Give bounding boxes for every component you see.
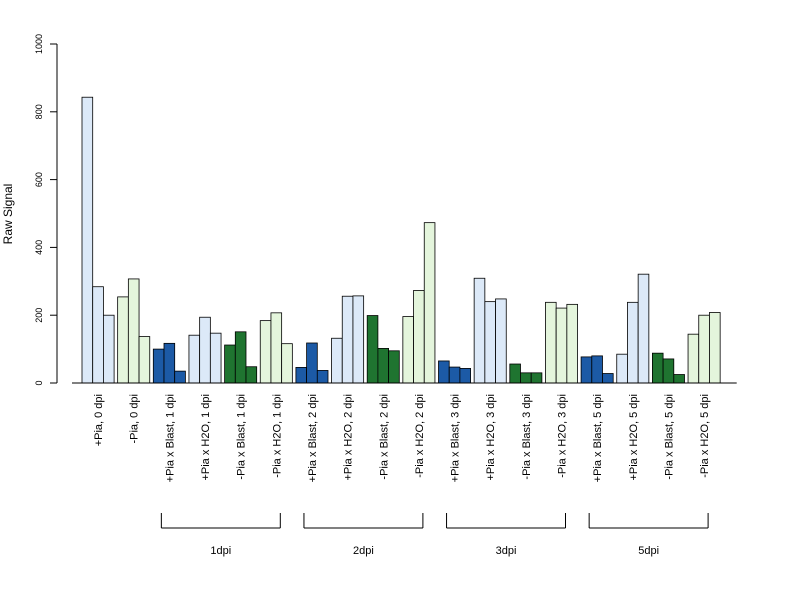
bar xyxy=(423,222,436,384)
bar xyxy=(459,368,471,384)
bar xyxy=(92,286,104,384)
bar xyxy=(306,342,318,384)
bar xyxy=(224,344,236,384)
bar xyxy=(152,348,165,384)
bar xyxy=(495,298,507,384)
bar xyxy=(637,273,650,384)
y-tick-label: 200 xyxy=(34,308,44,323)
x-tick-label: -Pia, 0 dpi xyxy=(129,394,141,444)
bar xyxy=(352,295,365,384)
x-tick-label: +Pia x Blast, 1 dpi xyxy=(164,394,176,482)
bar xyxy=(331,337,343,384)
group-brackets: 1dpi 2dpi 3dpi 5dpi xyxy=(160,513,709,557)
bar xyxy=(388,350,400,384)
x-tick-label: +Pia, 0 dpi xyxy=(93,394,105,446)
bar xyxy=(117,296,129,384)
x-tick-label: +Pia x Blast, 5 dpi xyxy=(592,394,604,482)
bar xyxy=(566,303,578,384)
bar xyxy=(103,314,115,384)
x-tick-label: +Pia x Blast, 2 dpi xyxy=(307,394,319,482)
y-tick-label: 600 xyxy=(34,172,44,187)
bar xyxy=(616,353,628,384)
bar xyxy=(199,316,211,384)
bars xyxy=(81,96,721,384)
bar xyxy=(234,331,247,384)
bar xyxy=(402,316,414,384)
bar xyxy=(530,372,543,384)
y-axis: 0 200 400 600 800 1000 xyxy=(34,34,58,386)
x-axis: +Pia, 0 dpi -Pia, 0 dpi +Pia x Blast, 1 dp… xyxy=(72,382,737,482)
bar xyxy=(413,290,425,384)
bar xyxy=(580,356,593,384)
bar xyxy=(316,370,329,384)
bar xyxy=(652,352,664,384)
bar xyxy=(673,374,685,384)
x-tick-label: +Pia x Blast, 3 dpi xyxy=(450,394,462,482)
bar xyxy=(163,342,176,384)
bar xyxy=(627,301,639,384)
bar xyxy=(473,277,486,384)
x-tick-label: -Pia x H2O, 5 dpi xyxy=(699,394,711,478)
bar xyxy=(341,295,354,384)
x-tick-label: +Pia x H2O, 2 dpi xyxy=(343,394,355,481)
bar xyxy=(448,366,461,384)
bar xyxy=(545,301,557,384)
x-tick-label: -Pia x H2O, 3 dpi xyxy=(557,394,569,478)
bar xyxy=(438,360,450,384)
y-axis-label: Raw Signal xyxy=(1,184,15,245)
y-tick-label: 0 xyxy=(34,380,44,385)
bar xyxy=(709,312,721,384)
bar xyxy=(209,332,222,384)
bar xyxy=(245,366,258,384)
bar xyxy=(687,333,700,384)
bar xyxy=(509,363,521,384)
bar xyxy=(698,314,710,384)
bar xyxy=(591,355,603,384)
bar xyxy=(484,301,496,384)
bar xyxy=(602,373,614,384)
group-label: 2dpi xyxy=(353,545,374,557)
bar xyxy=(138,336,151,384)
x-tick-label: -Pia x Blast, 2 dpi xyxy=(378,394,390,480)
x-tick-label: -Pia x Blast, 3 dpi xyxy=(521,394,533,480)
group-label: 5dpi xyxy=(638,545,659,557)
bar xyxy=(520,372,532,384)
bar xyxy=(555,307,568,384)
group-label: 1dpi xyxy=(210,545,231,557)
x-tick-label: -Pia x H2O, 1 dpi xyxy=(271,394,283,478)
bar xyxy=(377,348,389,384)
y-tick-label: 1000 xyxy=(34,34,44,54)
x-tick-label: -Pia x H2O, 2 dpi xyxy=(414,394,426,478)
x-tick-label: +Pia x H2O, 3 dpi xyxy=(485,394,497,481)
x-tick-label: +Pia x H2O, 5 dpi xyxy=(628,394,640,481)
bar xyxy=(259,320,272,384)
bar xyxy=(270,312,283,384)
x-tick-label: -Pia x Blast, 5 dpi xyxy=(663,394,675,480)
x-tick-label: +Pia x H2O, 1 dpi xyxy=(200,394,212,481)
bar xyxy=(127,278,140,384)
bar xyxy=(81,96,94,384)
bar xyxy=(295,367,307,384)
bar xyxy=(188,334,201,384)
bar xyxy=(366,315,379,384)
bar xyxy=(174,370,186,384)
y-tick-label: 400 xyxy=(34,240,44,255)
group-label: 3dpi xyxy=(496,545,517,557)
bar xyxy=(281,343,293,384)
y-tick-label: 800 xyxy=(34,104,44,119)
bar xyxy=(662,358,675,384)
x-tick-label: -Pia x Blast, 1 dpi xyxy=(236,394,248,480)
